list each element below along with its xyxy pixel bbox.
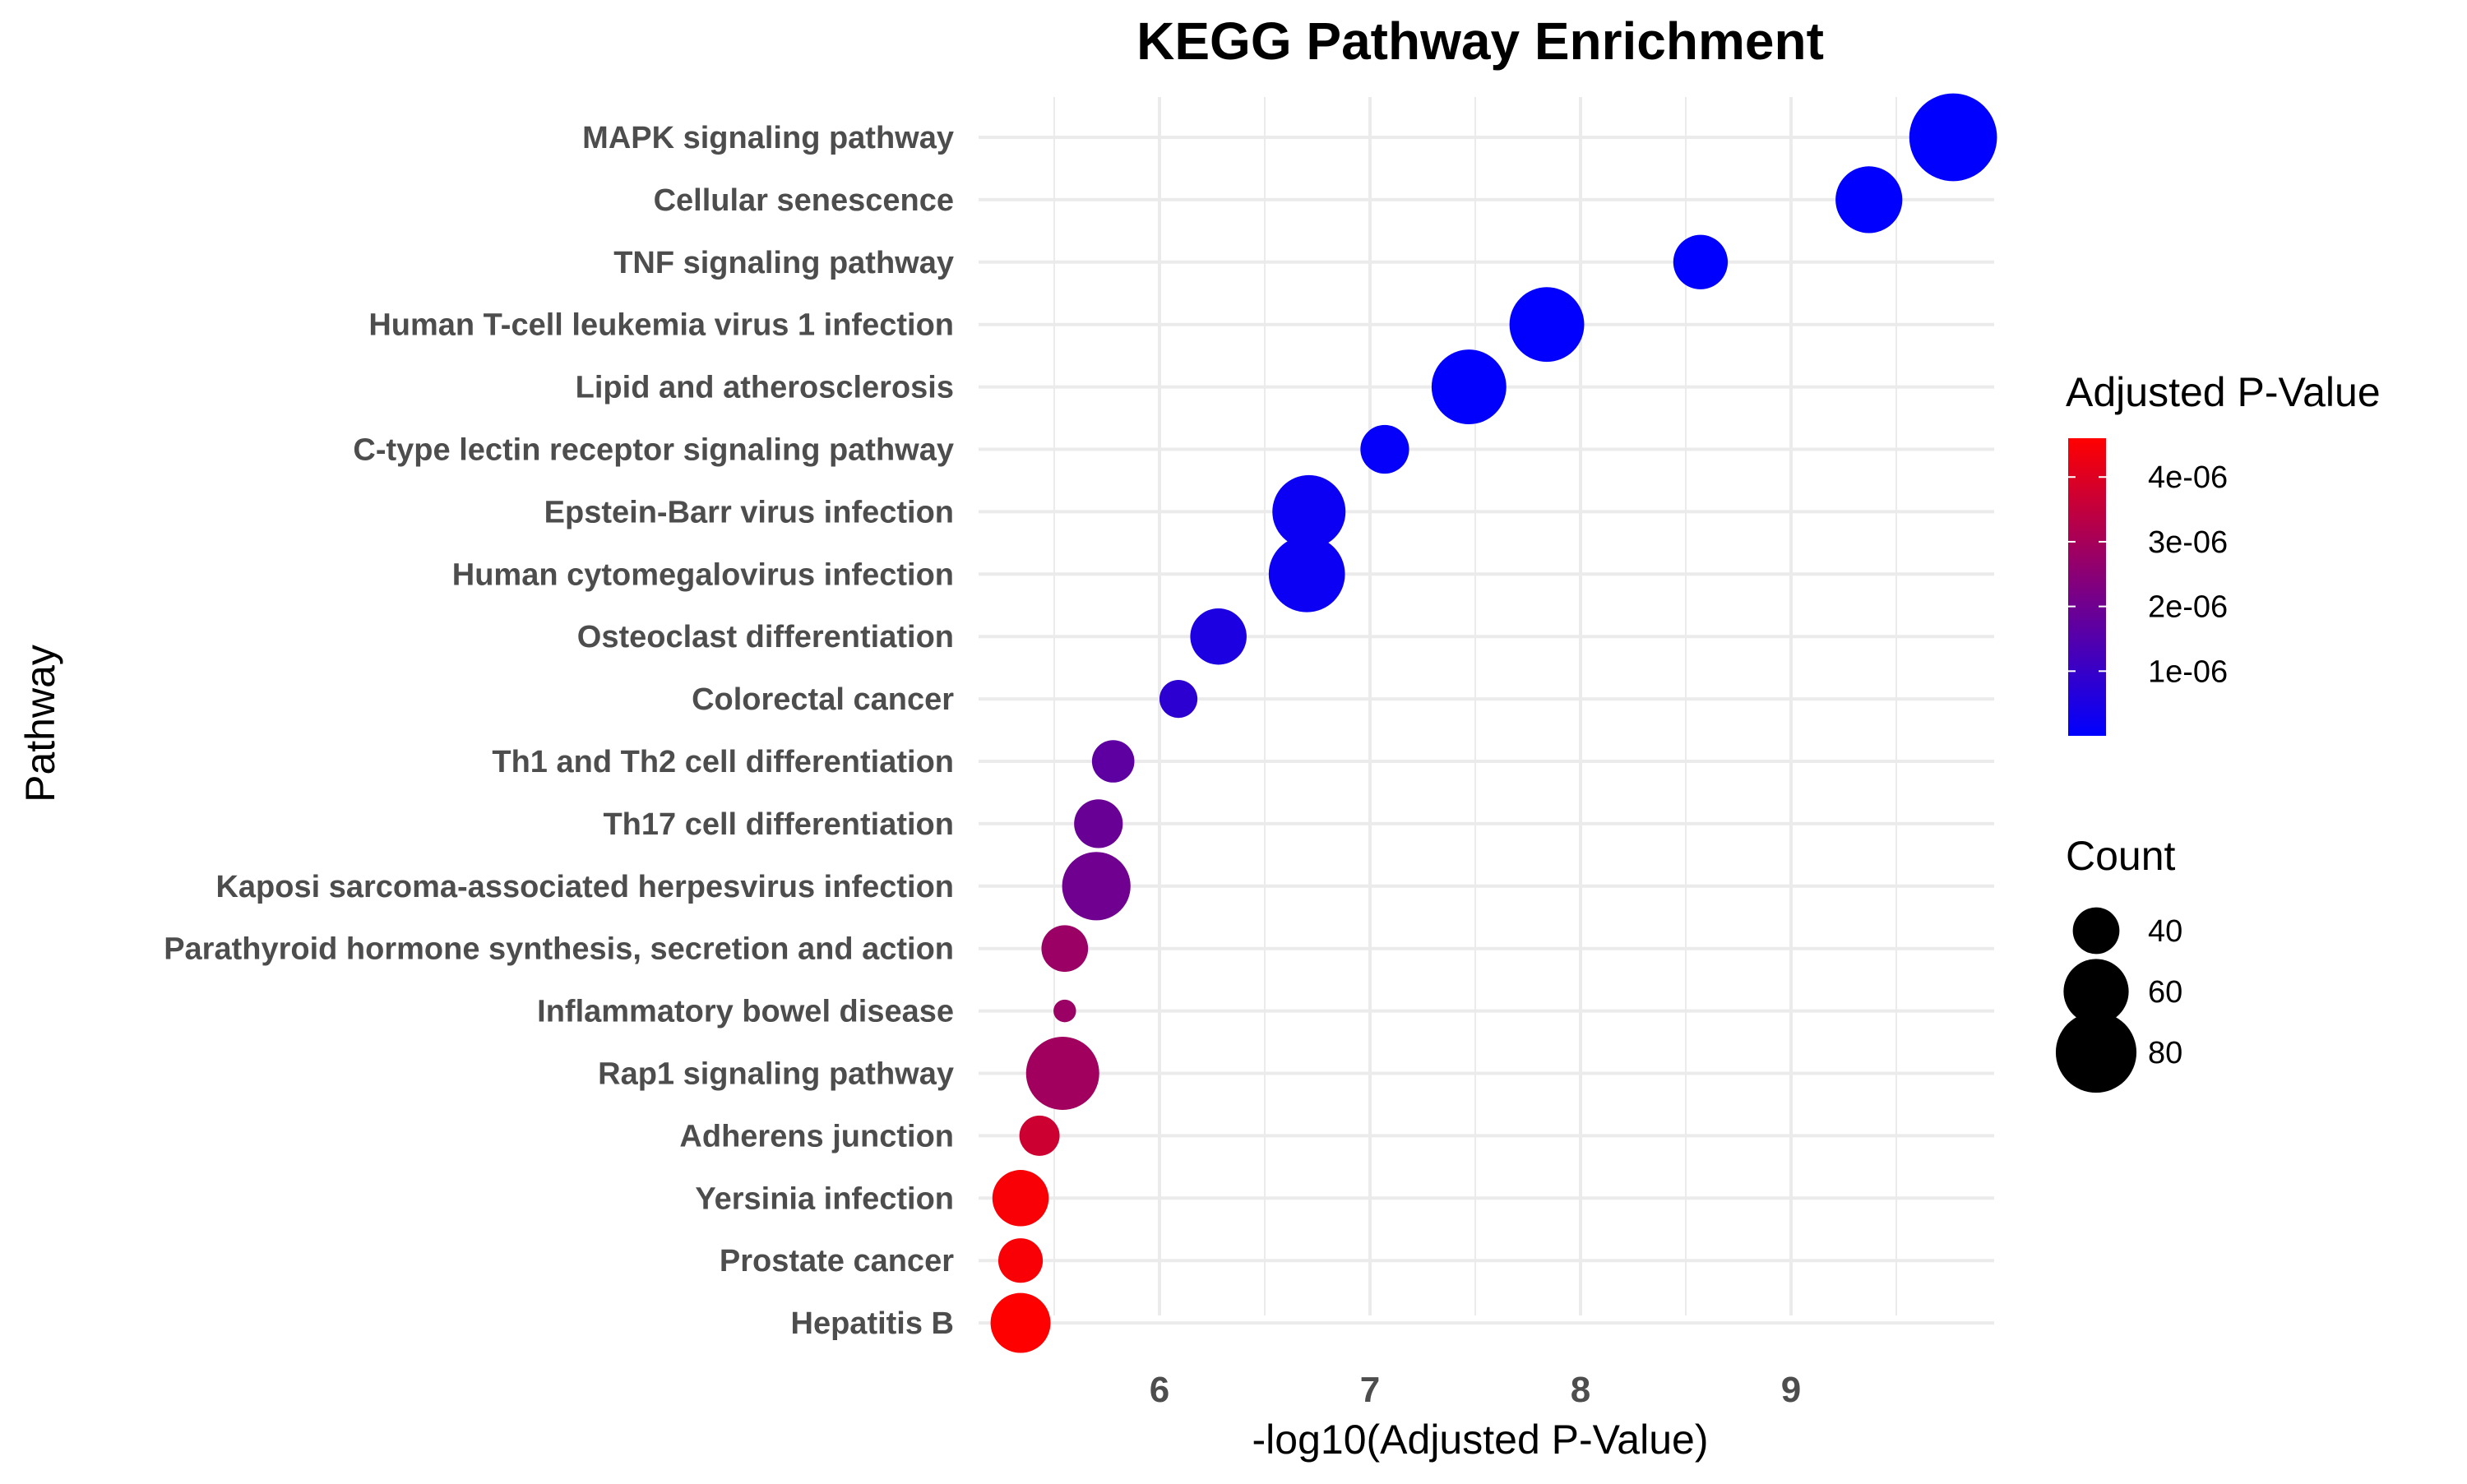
size-legend-label: 60 bbox=[2148, 975, 2182, 1010]
data-point bbox=[992, 1170, 1049, 1227]
y-tick-label: C-type lectin receptor signaling pathway bbox=[353, 433, 954, 468]
x-tick-label: 7 bbox=[1360, 1370, 1380, 1410]
size-legend-key bbox=[2072, 907, 2120, 955]
data-points bbox=[990, 93, 1997, 1353]
data-point bbox=[1041, 925, 1089, 973]
y-tick-label: Th17 cell differentiation bbox=[603, 807, 954, 842]
color-legend-title: Adjusted P-Value bbox=[2066, 369, 2381, 415]
color-legend-tick-label: 4e-06 bbox=[2148, 460, 2228, 495]
y-tick-label: Inflammatory bowel disease bbox=[537, 995, 954, 1029]
data-point bbox=[1091, 740, 1135, 783]
y-tick-label: Th1 and Th2 cell differentiation bbox=[492, 745, 954, 779]
data-point bbox=[1360, 424, 1409, 474]
y-tick-label: Parathyroid hormone synthesis, secretion… bbox=[164, 932, 954, 967]
data-point bbox=[1025, 1037, 1099, 1110]
data-point bbox=[1835, 166, 1903, 233]
x-tick-labels: 6 7 8 9 bbox=[1150, 1370, 1801, 1410]
color-legend-bar bbox=[2068, 438, 2106, 736]
size-legend-label: 40 bbox=[2148, 914, 2182, 949]
y-tick-label: Cellular senescence bbox=[654, 183, 954, 218]
size-legend-label: 80 bbox=[2148, 1036, 2182, 1070]
y-tick-label: Rap1 signaling pathway bbox=[598, 1057, 954, 1092]
x-tick-label: 6 bbox=[1150, 1370, 1169, 1410]
y-tick-label: Kaposi sarcoma-associated herpesvirus in… bbox=[215, 870, 954, 904]
y-tick-label: Colorectal cancer bbox=[692, 682, 954, 717]
x-tick-label: 9 bbox=[1781, 1370, 1801, 1410]
y-tick-label: Yersinia infection bbox=[695, 1181, 954, 1216]
data-point bbox=[1053, 999, 1076, 1023]
y-tick-label: Prostate cancer bbox=[720, 1244, 954, 1278]
data-point bbox=[1431, 349, 1507, 425]
x-axis-title: -log10(Adjusted P-Value) bbox=[1252, 1417, 1709, 1463]
color-legend: Adjusted P-Value 1e-06 2e-06 3e-06 4e-06 bbox=[2066, 369, 2381, 736]
y-tick-label: Osteoclast differentiation bbox=[577, 620, 954, 654]
y-axis-title: Pathway bbox=[17, 645, 63, 802]
data-point bbox=[1673, 234, 1729, 289]
data-point bbox=[1159, 680, 1198, 719]
data-point bbox=[1909, 93, 1997, 182]
y-tick-label: Human cytomegalovirus infection bbox=[452, 557, 954, 592]
data-point bbox=[997, 1238, 1044, 1283]
y-tick-label: Adherens junction bbox=[679, 1119, 954, 1153]
data-point bbox=[1268, 535, 1345, 613]
size-legend: Count 40 60 80 bbox=[2055, 833, 2182, 1093]
color-legend-tick-label: 1e-06 bbox=[2148, 654, 2228, 689]
y-tick-labels: MAPK signaling pathway Cellular senescenc… bbox=[164, 121, 954, 1341]
y-tick-label: Lipid and atherosclerosis bbox=[576, 371, 954, 405]
color-legend-tick-label: 3e-06 bbox=[2148, 525, 2228, 560]
data-point bbox=[990, 1292, 1051, 1353]
chart-title: KEGG Pathway Enrichment bbox=[1136, 12, 1824, 71]
data-point bbox=[1272, 474, 1346, 548]
size-legend-title: Count bbox=[2066, 833, 2176, 879]
size-legend-key bbox=[2063, 959, 2129, 1024]
data-point bbox=[1062, 852, 1131, 921]
data-point bbox=[1509, 287, 1585, 363]
grid-layer bbox=[979, 97, 1994, 1325]
y-tick-label: Human T-cell leukemia virus 1 infection bbox=[368, 308, 954, 343]
size-legend-key bbox=[2055, 1011, 2137, 1093]
x-tick-label: 8 bbox=[1571, 1370, 1590, 1410]
y-tick-label: Epstein-Barr virus infection bbox=[544, 495, 954, 529]
data-point bbox=[1019, 1115, 1060, 1156]
y-tick-label: MAPK signaling pathway bbox=[582, 121, 954, 155]
size-legend-entries: 40 60 80 bbox=[2055, 907, 2182, 1093]
y-tick-label: TNF signaling pathway bbox=[613, 246, 954, 280]
color-legend-ticks: 1e-06 2e-06 3e-06 4e-06 bbox=[2068, 460, 2228, 689]
color-legend-tick-label: 2e-06 bbox=[2148, 590, 2228, 625]
data-point bbox=[1190, 608, 1247, 665]
y-tick-label: Hepatitis B bbox=[791, 1306, 954, 1341]
data-point bbox=[1074, 799, 1123, 848]
